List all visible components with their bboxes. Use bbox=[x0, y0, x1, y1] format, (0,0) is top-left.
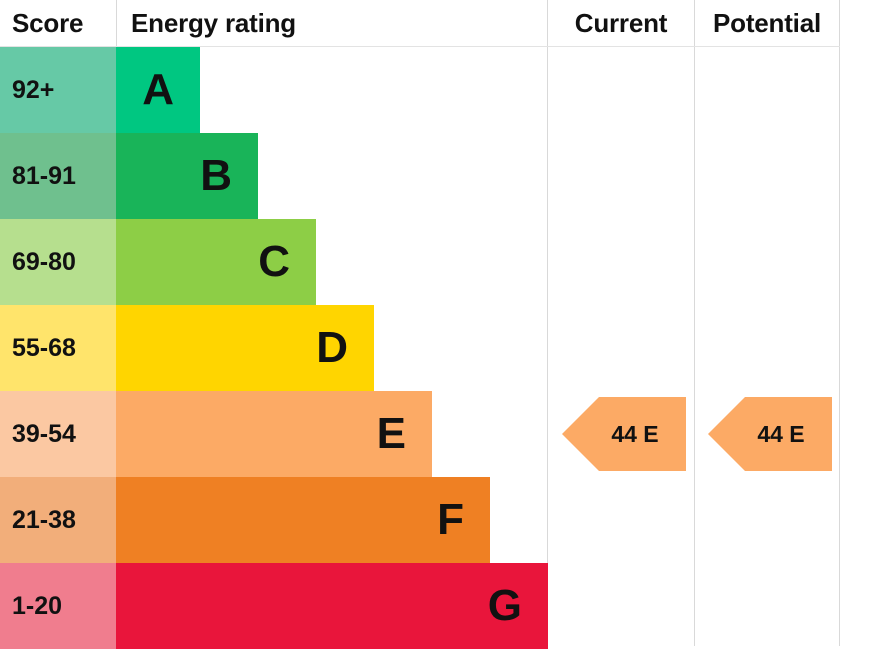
current-rating-label: 44 E bbox=[611, 420, 659, 447]
band-row-g: 1-20 G bbox=[0, 563, 840, 649]
potential-rating-arrow: 44 E bbox=[708, 397, 832, 471]
header-underline bbox=[0, 46, 840, 47]
current-header: Current bbox=[574, 7, 668, 38]
band-row-e: 39-54 E bbox=[0, 391, 840, 477]
band-row-f: 21-38 F bbox=[0, 477, 840, 563]
potential-header: Potential bbox=[713, 7, 821, 38]
band-bar-g: G bbox=[116, 563, 548, 649]
header-divider bbox=[116, 0, 117, 46]
score-range-g: 1-20 bbox=[0, 563, 116, 649]
band-bar-b: B bbox=[116, 133, 258, 219]
band-row-b: 81-91 B bbox=[0, 133, 840, 219]
band-row-a: 92+ A bbox=[0, 47, 840, 133]
potential-arrow-shape bbox=[708, 397, 832, 471]
potential-column-divider bbox=[694, 0, 695, 646]
right-border bbox=[839, 0, 840, 646]
score-range-c: 69-80 bbox=[0, 219, 116, 305]
score-range-f: 21-38 bbox=[0, 477, 116, 563]
band-bar-a: A bbox=[116, 47, 200, 133]
score-range-b: 81-91 bbox=[0, 133, 116, 219]
potential-rating-label: 44 E bbox=[757, 420, 805, 447]
score-range-e: 39-54 bbox=[0, 391, 116, 477]
band-row-c: 69-80 C bbox=[0, 219, 840, 305]
band-bar-f: F bbox=[116, 477, 490, 563]
current-column-divider bbox=[547, 0, 548, 646]
current-arrow-shape bbox=[562, 397, 686, 471]
band-bar-d: D bbox=[116, 305, 374, 391]
band-bar-e: E bbox=[116, 391, 432, 477]
score-range-a: 92+ bbox=[0, 47, 116, 133]
score-header: Score bbox=[12, 7, 84, 38]
score-range-d: 55-68 bbox=[0, 305, 116, 391]
current-rating-arrow: 44 E bbox=[562, 397, 686, 471]
energy-rating-header: Energy rating bbox=[131, 7, 296, 38]
band-row-d: 55-68 D bbox=[0, 305, 840, 391]
band-bar-c: C bbox=[116, 219, 316, 305]
